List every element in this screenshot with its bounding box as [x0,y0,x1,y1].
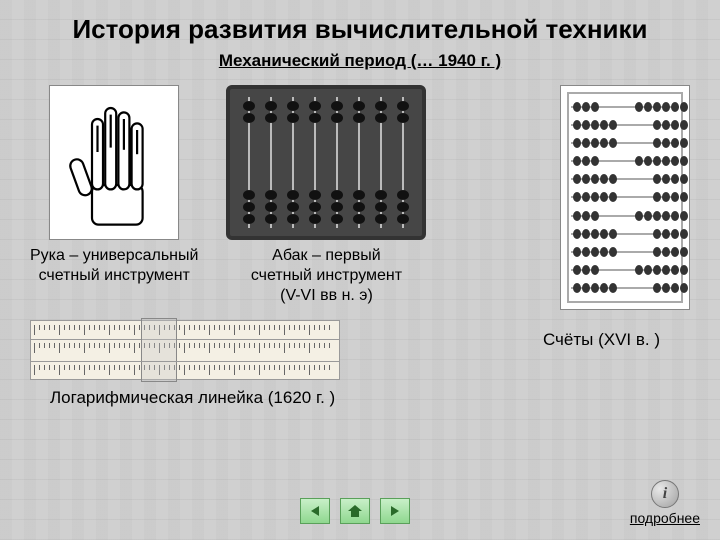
next-button[interactable] [380,498,410,524]
hand-item: Рука – универсальныйсчетный инструмент [30,85,198,286]
info-label[interactable]: подробнее [630,510,700,526]
page-subtitle: Механический период (… 1940 г. ) [0,51,720,71]
home-button[interactable] [340,498,370,524]
schoty-caption: Счёты (XVI в. ) [543,330,660,350]
schoty-illustration [560,85,690,310]
hand-illustration [49,85,179,240]
prev-button[interactable] [300,498,330,524]
hand-caption: Рука – универсальныйсчетный инструмент [30,246,198,286]
info-region: i подробнее [630,480,700,526]
items-row: Рука – универсальныйсчетный инструмент А… [0,85,720,310]
ruler-caption: Логарифмическая линейка (1620 г. ) [50,388,720,408]
schoty-item [560,85,690,310]
ruler-illustration [30,320,340,380]
abacus-illustration [226,85,426,240]
abacus-item: Абак – первыйсчетный инструмент(V-VI вв … [226,85,426,306]
info-button[interactable]: i [651,480,679,508]
page-title: История развития вычислительной техники [0,0,720,51]
abacus-caption: Абак – первыйсчетный инструмент(V-VI вв … [251,246,402,306]
nav-controls [300,498,410,524]
